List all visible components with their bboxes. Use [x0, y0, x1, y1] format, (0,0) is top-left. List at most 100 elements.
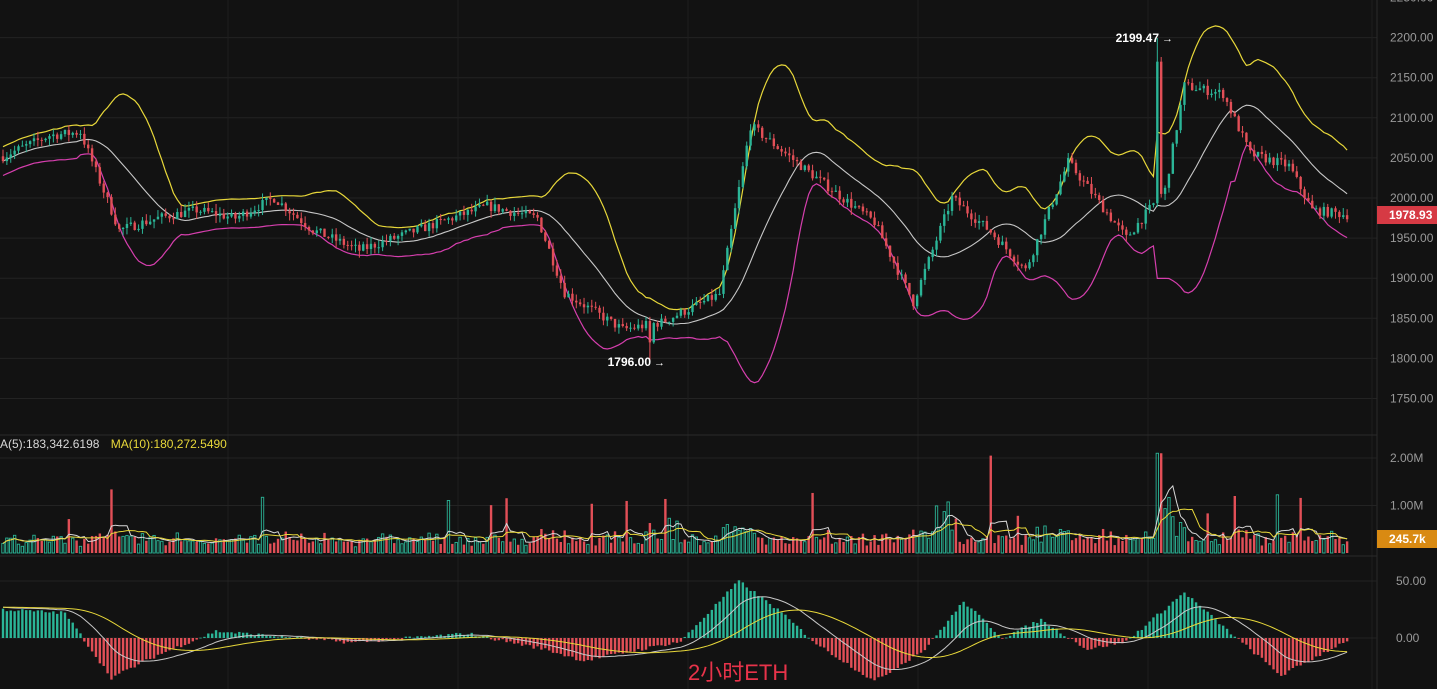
candle-body: [424, 224, 427, 232]
volume-bar: [962, 544, 965, 553]
volume-bar: [40, 540, 43, 553]
volume-bar: [1252, 535, 1256, 553]
volume-bar: [1329, 530, 1334, 554]
macd-histogram-bar: [5, 611, 9, 638]
candle-body: [1202, 85, 1206, 89]
price-tick-label: 1750.00: [1390, 392, 1434, 406]
candle-body: [28, 141, 32, 145]
volume-bar: [1012, 537, 1016, 553]
macd-histogram-bar: [551, 638, 555, 653]
volume-bar: [300, 533, 303, 553]
volume-bar: [1307, 536, 1310, 553]
macd-histogram-bar: [118, 638, 121, 674]
candle-body: [102, 183, 105, 193]
candle-body: [1113, 221, 1116, 223]
volume-bar: [292, 539, 295, 553]
macd-histogram-bar: [1167, 605, 1171, 638]
candle-body: [1024, 265, 1027, 269]
macd-histogram-bar: [338, 638, 342, 642]
candle-body: [1005, 241, 1008, 250]
volume-bar: [94, 535, 98, 553]
volume-bar: [210, 542, 214, 554]
macd-histogram-bar: [148, 638, 152, 659]
macd-histogram-bar: [757, 596, 760, 638]
candle-body: [1094, 193, 1097, 196]
candle-body: [927, 257, 930, 269]
candle-body: [176, 211, 179, 220]
candle-body: [1148, 204, 1151, 210]
macd-histogram-bar: [1241, 638, 1244, 643]
candle-body: [648, 320, 652, 343]
volume-bar: [1058, 528, 1063, 554]
volume-bar: [489, 505, 493, 553]
volume-bar: [1213, 539, 1218, 554]
macd-histogram-bar: [1206, 611, 1209, 638]
candle-body: [458, 211, 462, 216]
volume-bar: [865, 545, 869, 553]
macd-histogram-bar: [919, 638, 923, 653]
volume-tick-label: 1.00M: [1390, 499, 1423, 513]
volume-bar: [605, 534, 609, 554]
volume-bar: [1167, 497, 1171, 554]
candle-body: [1252, 150, 1256, 157]
volume-bar: [454, 541, 458, 554]
candle-body: [799, 161, 803, 170]
low-annotation: 1796.00: [608, 355, 652, 369]
candle-body: [195, 206, 198, 213]
volume-bar: [729, 532, 733, 554]
macd-histogram-bar: [424, 636, 427, 638]
candle-body: [199, 211, 202, 213]
macd-histogram-bar: [927, 638, 930, 645]
candle-body: [1264, 154, 1267, 163]
candle-body: [621, 324, 624, 327]
macd-histogram-bar: [931, 638, 934, 639]
macd-histogram-bar: [59, 611, 63, 638]
macd-histogram-bar: [1152, 617, 1155, 638]
volume-bar: [764, 544, 768, 553]
macd-histogram-bar: [52, 611, 55, 638]
volume-bar: [869, 541, 872, 553]
candle-body: [1, 156, 5, 162]
candle-body: [451, 218, 454, 221]
candle-body: [970, 213, 973, 220]
candle-body: [230, 212, 233, 217]
volume-bar: [477, 541, 482, 554]
macd-histogram-bar: [830, 638, 834, 656]
macd-histogram-bar: [1121, 638, 1124, 644]
candle-body: [559, 275, 562, 283]
macd-histogram-bar: [943, 626, 946, 638]
candle-body: [327, 236, 330, 238]
macd-histogram-bar: [683, 636, 686, 638]
macd-histogram-bar: [741, 582, 745, 638]
volume-bar: [757, 537, 760, 553]
candle-body: [1198, 88, 1202, 91]
volume-bar: [98, 533, 102, 553]
macd-histogram-bar: [114, 638, 117, 676]
macd-histogram-bar: [788, 619, 791, 638]
macd-histogram-bar: [853, 638, 857, 671]
volume-bar: [977, 541, 981, 554]
volume-bar: [439, 543, 442, 553]
candle-body: [613, 318, 617, 328]
volume-bar: [1035, 526, 1039, 554]
volume-bar: [819, 539, 822, 553]
macd-histogram-bar: [1036, 622, 1039, 638]
macd-histogram-bar: [1132, 635, 1136, 638]
candle-body: [1276, 158, 1279, 166]
candle-body: [1318, 208, 1322, 216]
candle-body: [439, 219, 442, 221]
volume-bar: [470, 545, 473, 553]
candle-body: [780, 149, 783, 152]
candle-body: [532, 213, 535, 215]
candle-body: [1283, 159, 1287, 167]
volume-bar: [850, 535, 853, 553]
macd-histogram-bar: [404, 636, 408, 638]
candle-body: [98, 167, 102, 184]
volume-bars: [1, 452, 1349, 554]
macd-histogram-bar: [21, 609, 24, 638]
candle-body: [1175, 130, 1178, 144]
volume-bar: [1090, 537, 1093, 553]
price-tick-label: 1800.00: [1390, 351, 1434, 365]
candle-body: [241, 211, 245, 216]
macd-histogram-bar: [613, 638, 617, 654]
